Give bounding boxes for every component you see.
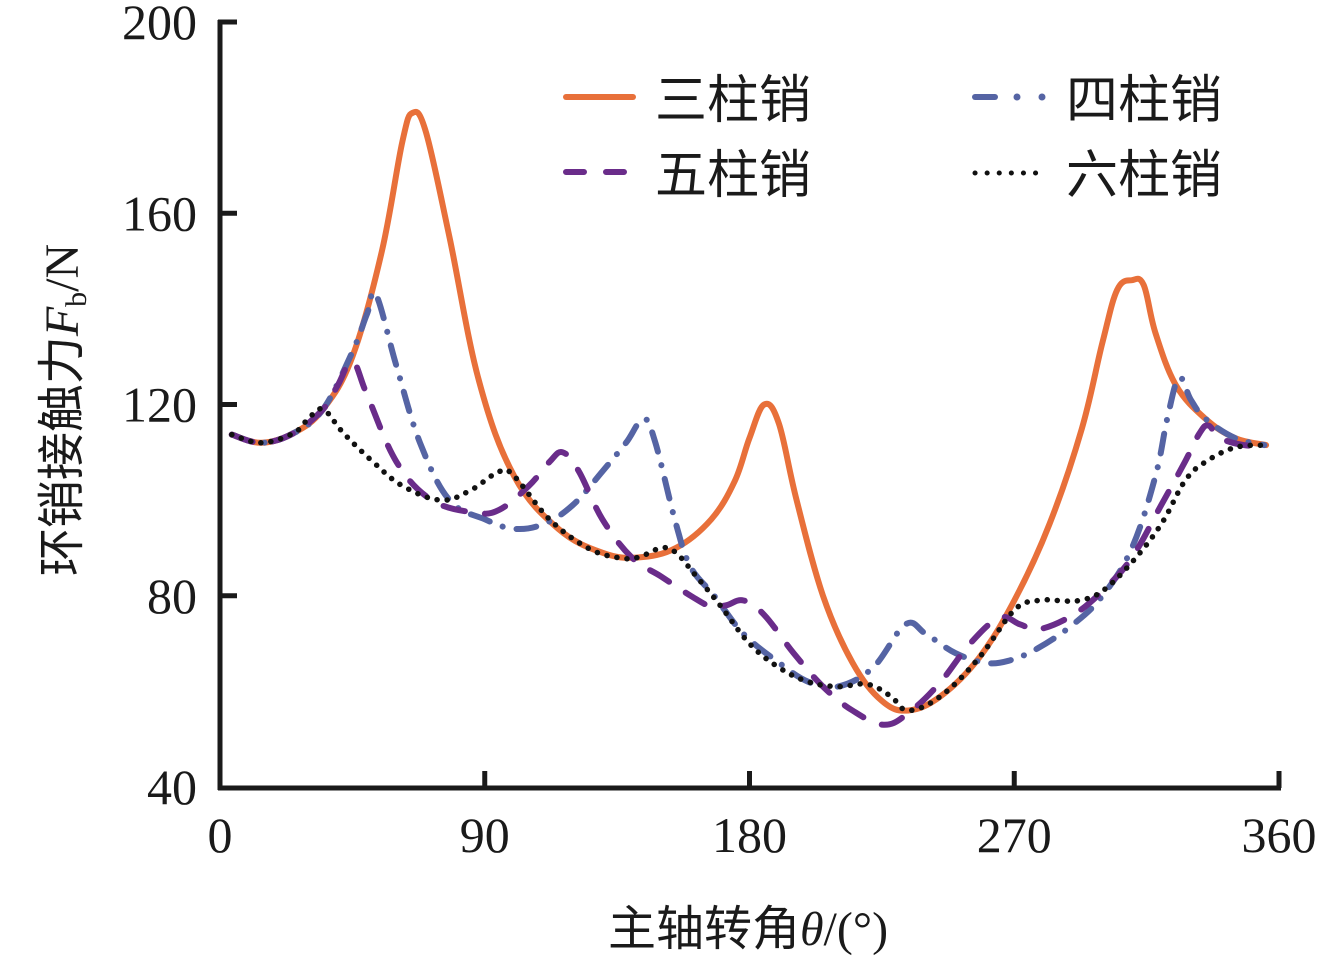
legend-item-six-pin: 六柱销 [972, 146, 1222, 206]
y-axis-symbol: F [36, 306, 89, 337]
ticks: 0 90 180 270 360 40 80 120 160 200 [122, 0, 1317, 863]
x-axis-unit: /(°) [824, 903, 889, 956]
series-line-dashed [228, 358, 1268, 728]
y-axis-unit: /N [36, 244, 89, 292]
legend-swatch-dot [1013, 93, 1021, 101]
x-tick-label: 90 [460, 807, 510, 863]
x-tick-label: 180 [712, 807, 787, 863]
legend-item-three-pin: 三柱销 [563, 71, 811, 131]
y-tick-label: 120 [122, 377, 197, 433]
y-axis-title-text: 环销接触力 [34, 336, 90, 576]
x-tick-label: 0 [208, 807, 233, 863]
legend-label: 三柱销 [655, 71, 811, 131]
legend-label: 六柱销 [1066, 146, 1222, 206]
series-line-dotted [229, 406, 1268, 714]
series-line-solid [228, 108, 1270, 714]
x-axis-title-text: 主轴转角 [608, 901, 800, 957]
series-layer [228, 108, 1270, 728]
legend-item-four-pin: 四柱销 [972, 71, 1222, 131]
legend-label: 五柱销 [655, 146, 811, 206]
y-tick-label: 160 [122, 185, 197, 241]
x-axis-symbol: θ [800, 903, 824, 956]
y-axis-title: 环销接触力Fb/N [34, 244, 93, 576]
legend-item-five-pin: 五柱销 [563, 146, 811, 206]
x-tick-label: 270 [977, 807, 1052, 863]
legend-label: 四柱销 [1066, 71, 1222, 131]
y-tick-label: 80 [147, 568, 197, 624]
legend: 三柱销 四柱销 五柱销 六柱销 [563, 71, 1222, 206]
y-tick-label: 40 [147, 759, 197, 815]
x-axis-title: 主轴转角θ/(°) [608, 901, 888, 957]
legend-swatch-dot [1038, 93, 1046, 101]
x-tick-label: 360 [1242, 807, 1317, 863]
series-line-dashdot [228, 289, 1268, 691]
axes [217, 20, 1281, 791]
y-tick-label: 200 [122, 0, 197, 50]
y-axis-subscript: b [60, 292, 93, 307]
